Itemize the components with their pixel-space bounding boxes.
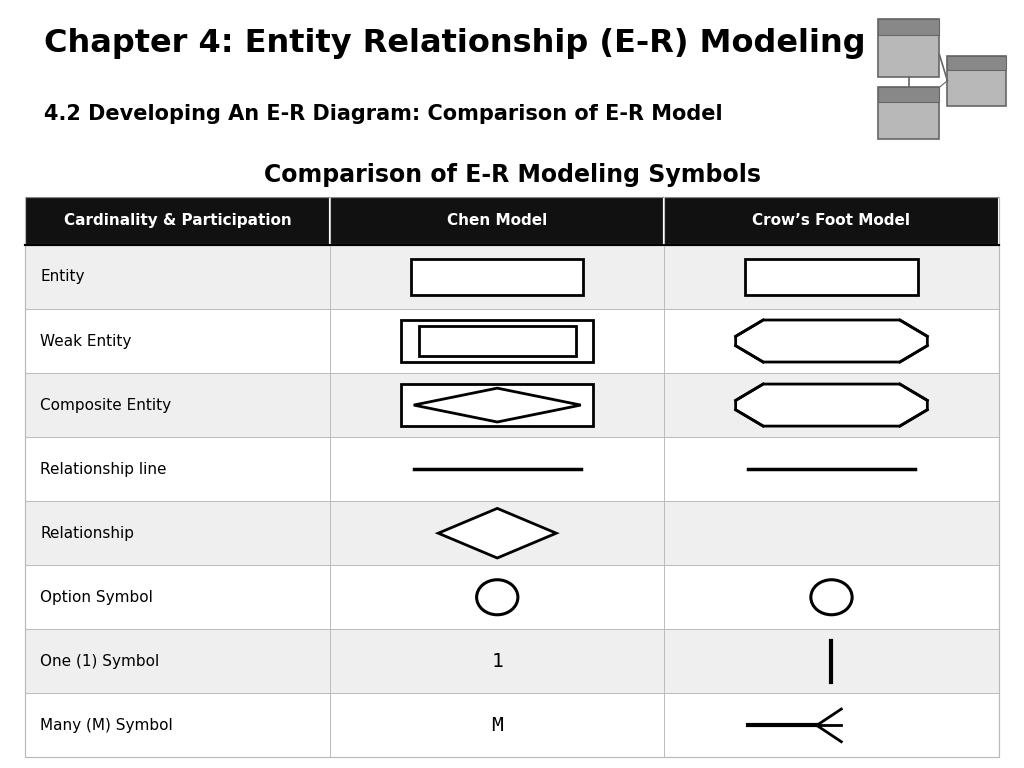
Bar [26,437,998,502]
Text: Chapter 4: Entity Relationship (E-R) Modeling: Chapter 4: Entity Relationship (E-R) Mod… [43,28,865,58]
Ellipse shape [811,580,852,614]
Bar [26,373,998,437]
Polygon shape [414,388,581,422]
Bar [745,259,918,295]
Text: Weak Entity: Weak Entity [40,333,131,349]
Bar [879,19,939,35]
Text: One (1) Symbol: One (1) Symbol [40,654,160,669]
Polygon shape [735,320,928,362]
Bar [401,320,593,362]
Bar [26,197,330,245]
Bar [26,309,998,373]
Text: Comparison of E-R Modeling Symbols: Comparison of E-R Modeling Symbols [263,163,761,187]
Bar [26,629,998,694]
Bar [879,88,939,102]
Bar [330,197,665,245]
Bar [26,694,998,757]
Ellipse shape [476,580,518,614]
Text: Relationship line: Relationship line [40,462,167,477]
Text: M: M [492,716,503,735]
Bar [419,326,575,356]
Bar [412,259,584,295]
Polygon shape [438,508,556,558]
Text: Entity: Entity [40,270,85,284]
Bar [26,245,998,309]
Text: 4.2 Developing An E-R Diagram: Comparison of E-R Model: 4.2 Developing An E-R Diagram: Compariso… [43,104,722,124]
Text: Chen Model: Chen Model [447,214,548,229]
Bar [879,19,939,77]
Text: Relationship: Relationship [40,525,134,541]
Polygon shape [735,384,928,426]
Text: Option Symbol: Option Symbol [40,590,153,604]
Text: Crow’s Foot Model: Crow’s Foot Model [753,214,910,229]
Bar [947,56,1006,105]
Bar [401,384,593,426]
Bar [947,56,1006,70]
Bar [879,88,939,140]
Text: 1: 1 [492,652,503,670]
Bar [26,565,998,629]
Bar [26,502,998,565]
Text: Composite Entity: Composite Entity [40,398,171,412]
Text: Many (M) Symbol: Many (M) Symbol [40,718,173,733]
Bar [665,197,998,245]
Text: Cardinality & Participation: Cardinality & Participation [63,214,292,229]
